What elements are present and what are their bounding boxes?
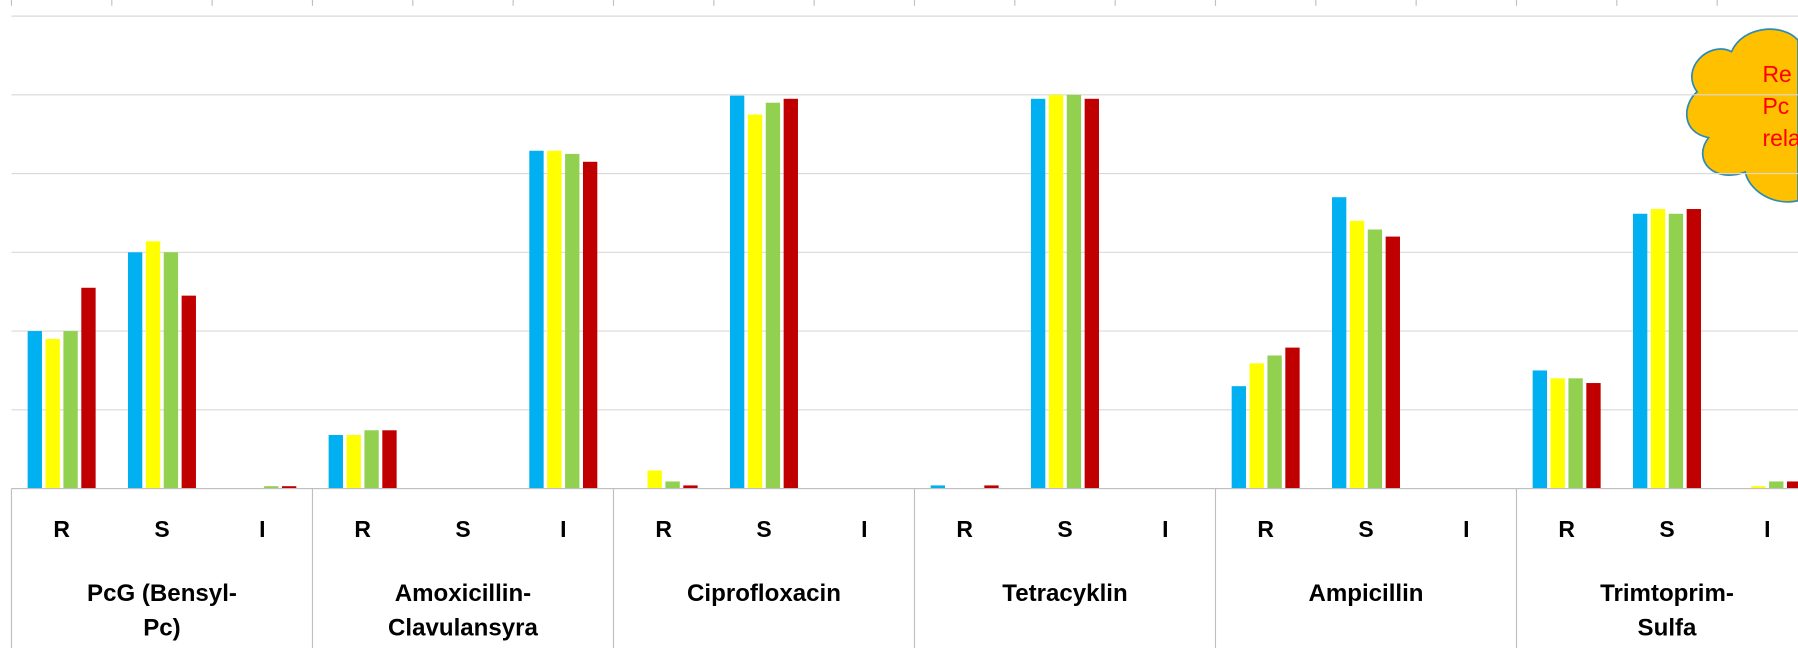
x-tick-label: R: [53, 516, 70, 542]
bar: [164, 252, 178, 488]
x-tick-label: R: [655, 516, 672, 542]
bar: [648, 470, 662, 488]
bar: [1787, 481, 1798, 488]
x-tick-label: I: [861, 516, 867, 542]
x-tick-label: S: [455, 516, 470, 542]
bar: [748, 115, 762, 489]
bar: [329, 435, 343, 489]
bar: [1633, 214, 1647, 489]
x-tick-label: S: [1659, 516, 1674, 542]
bar: [1551, 378, 1565, 488]
x-tick-label: I: [1764, 516, 1770, 542]
bar: [1049, 95, 1063, 489]
x-tick-label: S: [1057, 516, 1072, 542]
bar: [1232, 386, 1246, 488]
bar: [81, 288, 95, 489]
x-tick-label: R: [956, 516, 973, 542]
group-label-box: Tetracyklin: [914, 577, 1215, 648]
group-label: Amoxicillin-Clavulansyra: [377, 577, 549, 646]
bar: [565, 154, 579, 489]
bar: [1386, 237, 1400, 489]
group-label-box: Amoxicillin-Clavulansyra: [312, 577, 613, 648]
x-tick-label: I: [1162, 516, 1168, 542]
x-tick-label: I: [560, 516, 566, 542]
bar: [1285, 348, 1299, 489]
group-label-box: Ampicillin: [1215, 577, 1516, 648]
bar: [1350, 221, 1364, 489]
bar: [382, 430, 396, 488]
group-label: Ciprofloxacin: [678, 577, 850, 611]
annotation: rela: [1762, 125, 1798, 151]
bar: [28, 331, 42, 488]
bar: [1533, 370, 1547, 488]
bar: [1568, 378, 1582, 488]
bar: [1669, 214, 1683, 489]
bar: [583, 162, 597, 489]
annotation: Pc: [1762, 93, 1789, 119]
bar: [1687, 209, 1701, 489]
bar: [529, 151, 543, 489]
bar: [547, 151, 561, 489]
bar: [182, 296, 196, 489]
group-label-box: Ciprofloxacin: [613, 577, 914, 648]
group-label: PcG (Bensyl-Pc): [76, 577, 248, 646]
chart: R S I R S I R S I R S I R S I R S I PcG (Bensyl-Pc) Amoxici…: [0, 0, 1798, 648]
x-tick-label: R: [1257, 516, 1274, 542]
group-label: Tetracyklin: [979, 577, 1151, 611]
bar: [1267, 355, 1281, 488]
group-label: Ampicillin: [1280, 577, 1452, 611]
bar: [1250, 363, 1264, 488]
x-tick-label: R: [354, 516, 371, 542]
bar: [364, 430, 378, 488]
x-tick-label: I: [1463, 516, 1469, 542]
bar: [784, 99, 798, 489]
x-tick-label: S: [154, 516, 169, 542]
x-tick-label: S: [1358, 516, 1373, 542]
bar: [1586, 383, 1600, 489]
bar: [1067, 95, 1081, 489]
bar: [146, 241, 160, 488]
x-tick-label: I: [259, 516, 265, 542]
bar: [128, 252, 142, 488]
bar: [766, 103, 780, 489]
bar: [1031, 99, 1045, 489]
page: R S I R S I R S I R S I R S I R S I PcG (Bensyl-Pc) Amoxici…: [0, 0, 1798, 648]
bar: [730, 96, 744, 489]
bar: [1769, 481, 1783, 488]
group-label-box: Trimtoprim-Sulfa: [1516, 577, 1798, 648]
bar: [1085, 99, 1099, 489]
bar: [1332, 197, 1346, 488]
group-label-box: PcG (Bensyl-Pc): [11, 577, 312, 648]
x-tick-label: S: [756, 516, 771, 542]
annotation: Re: [1762, 61, 1791, 87]
bar: [665, 481, 679, 488]
bar: [63, 331, 77, 488]
x-tick-label: R: [1558, 516, 1575, 542]
background: [0, 0, 1798, 648]
bar: [1368, 229, 1382, 488]
bar: [347, 435, 361, 489]
bar: [1651, 209, 1665, 489]
bar: [46, 339, 60, 489]
group-label: Trimtoprim-Sulfa: [1581, 577, 1753, 646]
